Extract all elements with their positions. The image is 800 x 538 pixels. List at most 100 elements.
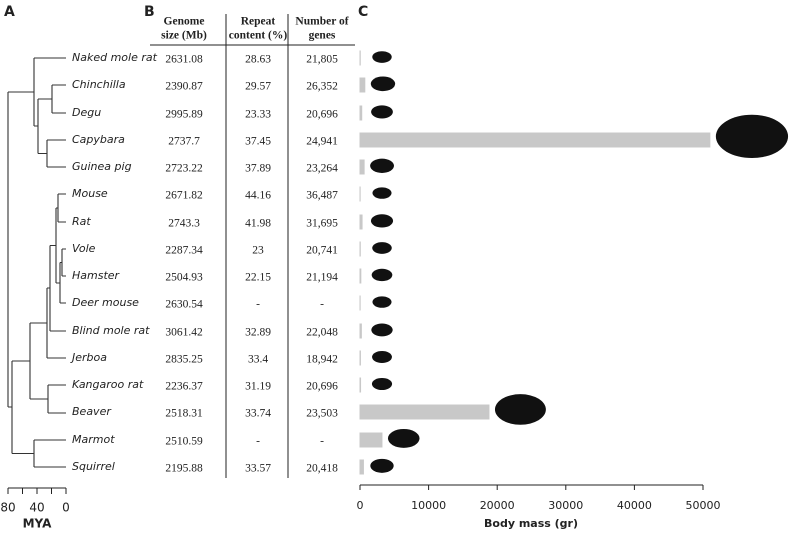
animal-icon (372, 269, 393, 281)
x-tick-label: 40 (29, 501, 44, 515)
x-tick-label: 80 (0, 501, 15, 515)
bar (360, 269, 361, 283)
bar (360, 78, 365, 92)
animal-icon (388, 429, 420, 448)
table-cell: 41.98 (245, 218, 271, 230)
table-cell: 21,805 (306, 54, 338, 66)
table-cell: 22,048 (306, 327, 338, 339)
animal-icon (370, 159, 394, 173)
species-label: Vole (72, 242, 96, 255)
species-label: Beaver (72, 405, 112, 418)
table-cell: 32.89 (245, 327, 271, 339)
x-tick-label: 0 (357, 499, 364, 512)
x-axis-label: MYA (23, 517, 52, 531)
table-cell: - (320, 436, 324, 448)
bar (360, 324, 361, 338)
animal-icon (371, 324, 392, 337)
column-header: Repeat (241, 16, 276, 28)
table-cell: 3061.42 (165, 327, 203, 339)
animal-icon (370, 459, 393, 473)
animal-icon (372, 351, 392, 363)
species-label: Marmot (72, 433, 115, 446)
bar (360, 460, 363, 474)
animal-icon (372, 187, 391, 198)
table-cell: 2671.82 (165, 190, 203, 202)
table-cell: 23.33 (245, 109, 271, 121)
table-cell: 31.19 (245, 381, 271, 393)
table-cell: - (320, 299, 324, 311)
table-cell: 2995.89 (165, 109, 203, 121)
table-cell: 2510.59 (165, 436, 203, 448)
table-cell: 24,941 (306, 136, 338, 148)
x-axis-label: Body mass (gr) (484, 517, 578, 530)
table-cell: 33.4 (248, 354, 268, 366)
bar (360, 433, 382, 447)
table-cell: 20,696 (306, 109, 338, 121)
x-tick-label: 20000 (480, 499, 515, 512)
bar (360, 106, 362, 120)
species-label: Kangaroo rat (72, 378, 144, 391)
species-label: Capybara (72, 133, 125, 146)
animal-icon (372, 51, 391, 63)
column-header: Number of (295, 16, 348, 28)
table-cell: 20,418 (306, 463, 338, 475)
table-cell: 36,487 (306, 190, 338, 202)
x-tick-label: 0 (62, 501, 70, 515)
table-cell: 29.57 (245, 81, 271, 93)
bar (360, 215, 362, 229)
table-cell: 2835.25 (165, 354, 203, 366)
species-label: Squirrel (72, 460, 115, 473)
table-cell: 33.74 (245, 408, 271, 420)
x-tick-label: 50000 (686, 499, 721, 512)
table-cell: 20,741 (306, 245, 338, 257)
table-cell: 2504.93 (165, 272, 203, 284)
table-cell: 44.16 (245, 190, 271, 202)
animal-icon (372, 378, 392, 390)
table-cell: 21,194 (306, 272, 338, 284)
panel-label: B (144, 4, 155, 20)
species-label: Chinchilla (72, 78, 126, 91)
species-label: Guinea pig (72, 160, 132, 173)
table-cell: 28.63 (245, 54, 271, 66)
animal-icon (371, 76, 395, 91)
phylogeny (8, 58, 66, 467)
bar (360, 378, 361, 392)
species-label: Degu (72, 106, 101, 119)
table-cell: 2723.22 (165, 163, 203, 175)
table-cell: 2743.3 (168, 218, 200, 230)
table-cell: - (256, 299, 260, 311)
table-cell: 23 (252, 245, 264, 257)
table-cell: - (256, 436, 260, 448)
column-header: Genome (164, 16, 205, 28)
table-cell: 2737.7 (168, 136, 200, 148)
table-cell: 2236.37 (165, 381, 203, 393)
animal-icon (495, 394, 546, 425)
species-label: Blind mole rat (72, 324, 150, 337)
animal-icon (372, 296, 391, 307)
animal-icon (716, 115, 788, 158)
panel-label: A (4, 4, 15, 20)
column-header: content (%) (229, 30, 288, 42)
bar (360, 405, 489, 419)
x-tick-label: 30000 (548, 499, 583, 512)
table-cell: 2195.88 (165, 463, 203, 475)
table-cell: 23,264 (306, 163, 338, 175)
table-cell: 18,942 (306, 354, 338, 366)
table-cell: 37.45 (245, 136, 271, 148)
species-label: Mouse (72, 187, 108, 200)
table-cell: 23,503 (306, 408, 338, 420)
animal-icon (371, 214, 393, 227)
species-label: Hamster (72, 269, 121, 282)
table-cell: 2631.08 (165, 54, 203, 66)
bar (360, 133, 710, 147)
table-cell: 22.15 (245, 272, 271, 284)
table-cell: 31,695 (306, 218, 338, 230)
column-header: size (Mb) (161, 30, 207, 42)
table-cell: 2518.31 (165, 408, 203, 420)
column-header: genes (309, 30, 336, 42)
x-tick-label: 10000 (411, 499, 446, 512)
table-cell: 20,696 (306, 381, 338, 393)
table-cell: 33.57 (245, 463, 271, 475)
